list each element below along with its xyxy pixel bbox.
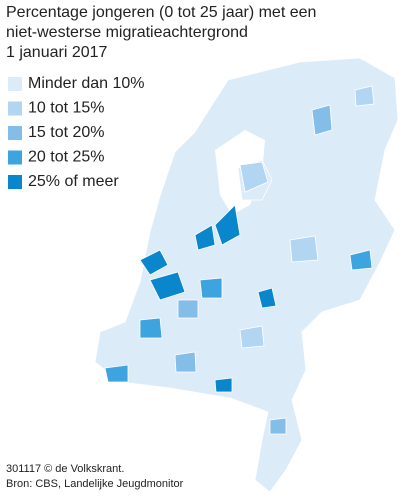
legend: Minder dan 10% 10 tot 15% 15 tot 20% 20 tot… (8, 75, 145, 190)
title-line: 1 januari 2017 (6, 44, 108, 61)
region (289, 235, 319, 263)
region (149, 271, 186, 301)
title: Percentage jongeren (0 tot 25 jaar) met … (6, 4, 316, 61)
legend-swatch (8, 77, 22, 91)
legend-swatch (8, 175, 22, 189)
legend-label: 25% of meer (28, 173, 119, 190)
region (239, 325, 265, 349)
region (239, 161, 269, 193)
region (311, 104, 333, 136)
legend-label: Minder dan 10% (28, 75, 145, 92)
region (214, 204, 241, 246)
region (354, 85, 375, 107)
legend-label: 20 tot 25% (28, 149, 105, 166)
footer-line: 301117 © de Volkskrant. (6, 463, 124, 475)
region (139, 317, 163, 339)
title-line: Percentage jongeren (0 tot 25 jaar) met … (6, 4, 316, 21)
legend-swatch (8, 150, 22, 165)
netherlands-outline (94, 57, 399, 493)
region (177, 299, 199, 319)
region (199, 277, 223, 299)
title-line: niet-westerse migratieachtergrond (6, 24, 248, 41)
region (214, 377, 233, 393)
legend-label: 15 tot 20% (28, 124, 105, 141)
region (349, 249, 373, 271)
footer-line: Bron: CBS, Landelijke Jeugdmonitor (6, 478, 184, 490)
legend-label: 10 tot 15% (28, 100, 105, 117)
legend-swatch (8, 101, 22, 116)
legend-swatch (8, 126, 22, 140)
region (104, 364, 129, 383)
region (139, 249, 169, 276)
region (269, 417, 287, 435)
region (174, 351, 197, 373)
region (257, 287, 277, 309)
map (94, 57, 399, 493)
region (194, 224, 216, 251)
